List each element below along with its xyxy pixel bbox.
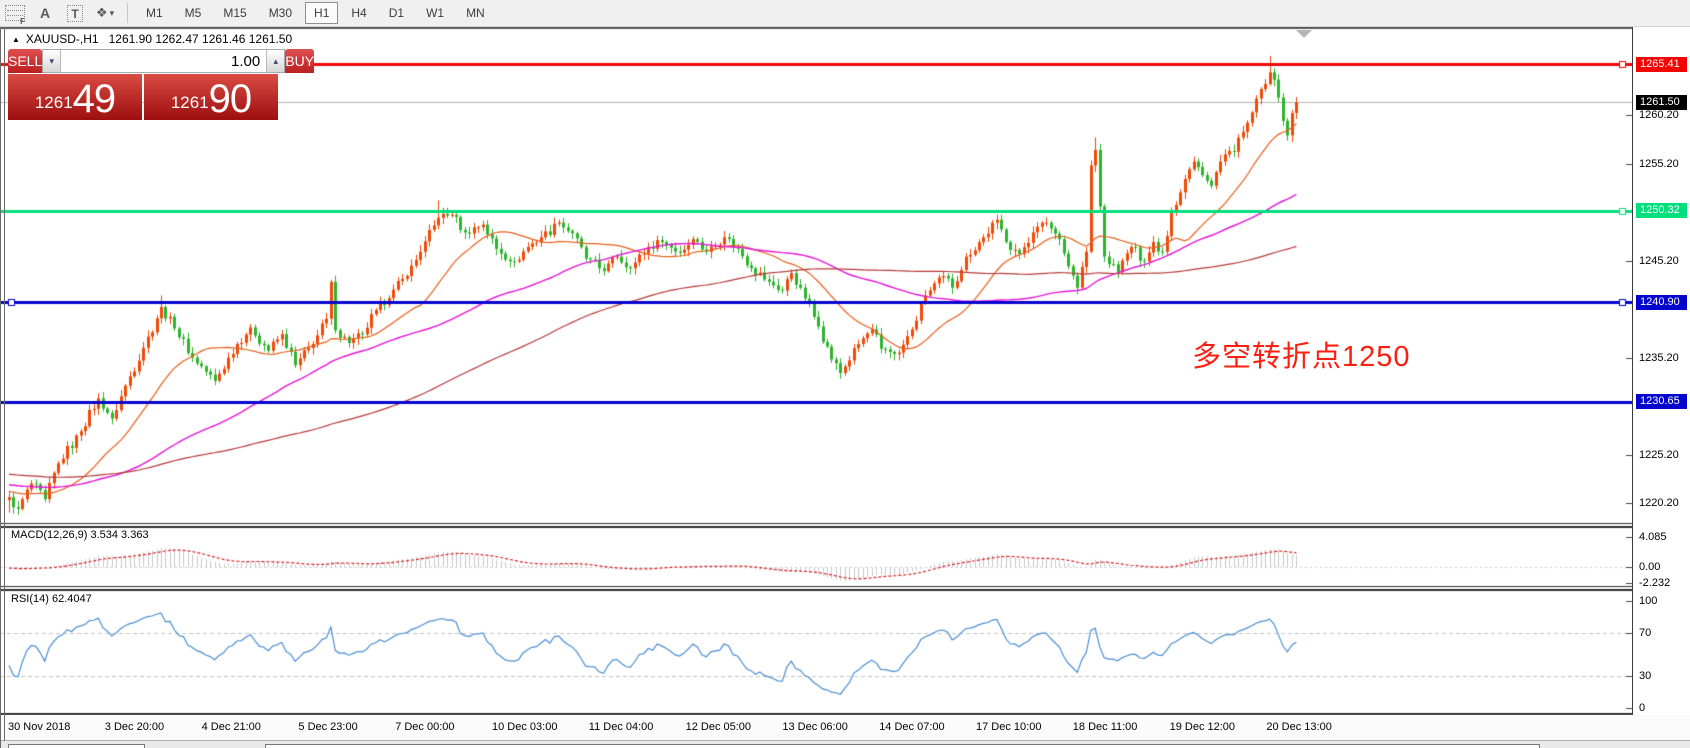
chart-grid-f-icon[interactable]: F <box>3 2 27 26</box>
one-click-trade-panel: SELL ▾ ▴ BUY 1261 49 1261 90 <box>8 49 315 120</box>
buy-price-big: 90 <box>208 77 252 121</box>
window-left-border <box>0 27 1 748</box>
price-line-label: 1230.65 <box>1636 394 1687 410</box>
time-axis-label: 7 Dec 00:00 <box>395 721 455 733</box>
chinese-annotation: 多空转折点1250 <box>1192 341 1411 373</box>
macd-scale-label: -2.232 <box>1639 577 1671 590</box>
symbol-label: XAUUSD-,H1 <box>25 32 99 46</box>
price-tick-label: 1225.20 <box>1639 448 1679 461</box>
text-a-icon[interactable]: A <box>39 5 51 21</box>
price-axis: 1260.20 1255.20 1245.20 1235.20 1225.20 1220.… <box>1632 27 1690 715</box>
timeframe-bar: M1 M5 M15 M30 H1 H4 D1 W1 MN <box>135 2 496 24</box>
timeframe-button-h1[interactable]: H1 <box>305 2 339 24</box>
time-axis-label: 12 Dec 05:00 <box>685 721 752 733</box>
price-tick-label: 1235.20 <box>1639 351 1679 364</box>
price-line-label: 1265.41 <box>1636 56 1687 72</box>
horizontal-scrollbar <box>0 740 1690 748</box>
timeframe-button-w1[interactable]: W1 <box>426 6 445 20</box>
macd-scale-label: 4.085 <box>1639 531 1667 543</box>
buy-price-small: 1261 <box>170 93 209 112</box>
text-frame-icon[interactable]: T <box>63 2 87 24</box>
time-axis-label: 11 Dec 04:00 <box>588 721 654 733</box>
time-axis-label: 19 Dec 12:00 <box>1169 721 1236 733</box>
collapse-arrow-icon[interactable]: ▲ <box>12 34 20 44</box>
sell-button[interactable]: SELL <box>8 49 43 73</box>
scrollbar-segment[interactable] <box>8 744 145 748</box>
chart-shift-icon[interactable] <box>1296 30 1312 38</box>
price-tick-label: 1220.20 <box>1639 497 1679 509</box>
macd-scale-label: 0.00 <box>1639 561 1661 573</box>
timeframe-button-m5[interactable]: M5 <box>184 6 202 20</box>
grid-f-sub-label: F <box>20 17 25 26</box>
volume-decrease-icon[interactable]: ▾ <box>43 50 62 72</box>
time-axis-label: 18 Dec 11:00 <box>1072 721 1138 733</box>
rsi-label: RSI(14) 62.4047 <box>11 593 92 605</box>
price-line-label: 1240.90 <box>1636 294 1687 310</box>
sell-price-big: 49 <box>72 77 116 121</box>
macd-label: MACD(12,26,9) 3.534 3.363 <box>11 529 149 541</box>
price-tick-label: 1255.20 <box>1639 157 1679 170</box>
rsi-scale-label: 100 <box>1639 595 1658 607</box>
time-axis-label: 14 Dec 07:00 <box>879 721 945 733</box>
rsi-scale-label: 0 <box>1639 702 1646 714</box>
time-axis-label: 17 Dec 10:00 <box>976 721 1042 733</box>
ohlc-quotes: 1261.90 1262.47 1261.46 1261.50 <box>108 32 293 46</box>
objects-arrange-icon[interactable]: ❖ ▾ <box>95 5 115 20</box>
time-axis-label: 3 Dec 20:00 <box>104 721 165 733</box>
sell-price-small: 1261 <box>34 93 73 112</box>
volume-increase-icon[interactable]: ▴ <box>266 50 285 72</box>
timeframe-button-mn[interactable]: MN <box>466 6 485 20</box>
price-tick-label: 1245.20 <box>1639 254 1679 267</box>
window-left-inner-border <box>4 27 5 741</box>
time-axis-label: 13 Dec 06:00 <box>782 721 848 733</box>
toolbar-separator <box>127 3 128 23</box>
time-axis-label: 5 Dec 23:00 <box>298 721 358 733</box>
time-axis-label: 4 Dec 21:00 <box>201 721 261 733</box>
rsi-scale-label: 70 <box>1639 627 1652 640</box>
timeframe-button-d1[interactable]: D1 <box>388 6 405 20</box>
price-line-label: 1250.32 <box>1636 203 1687 219</box>
scrollbar-segment[interactable] <box>265 744 1540 748</box>
timeframe-button-m30[interactable]: M30 <box>268 6 293 20</box>
price-line-label: 1261.50 <box>1636 94 1687 110</box>
timeframe-button-m1[interactable]: M1 <box>146 6 163 20</box>
buy-price-box[interactable]: 1261 90 <box>144 74 278 120</box>
time-axis-label: 20 Dec 13:00 <box>1266 721 1332 733</box>
chart-canvas[interactable] <box>0 27 1632 717</box>
buy-button[interactable]: BUY <box>285 49 315 73</box>
rsi-scale-label: 30 <box>1639 669 1652 682</box>
dropdown-caret-icon[interactable]: ▾ <box>109 7 115 18</box>
chart-window: ▲ XAUUSD-,H1 1261.90 1262.47 1261.46 126… <box>0 27 1690 748</box>
time-axis-label: 30 Nov 2018 <box>8 721 71 733</box>
time-axis: 30 Nov 2018 3 Dec 20:00 4 Dec 21:00 5 Dec 2… <box>0 715 1690 740</box>
volume-spinner: ▾ ▴ <box>42 49 286 73</box>
volume-input[interactable] <box>61 50 267 72</box>
sell-price-box[interactable]: 1261 49 <box>8 74 142 120</box>
price-tick-label: 1260.20 <box>1639 109 1679 121</box>
top-toolbar: F A T ❖ ▾ M1 M5 M15 M30 H1 H4 D1 W1 MN <box>0 0 1690 27</box>
chart-header: ▲ XAUUSD-,H1 1261.90 1262.47 1261.46 126… <box>12 32 292 46</box>
time-axis-label: 10 Dec 03:00 <box>492 721 558 733</box>
timeframe-button-m15[interactable]: M15 <box>223 6 247 20</box>
timeframe-button-h4[interactable]: H4 <box>351 6 367 20</box>
